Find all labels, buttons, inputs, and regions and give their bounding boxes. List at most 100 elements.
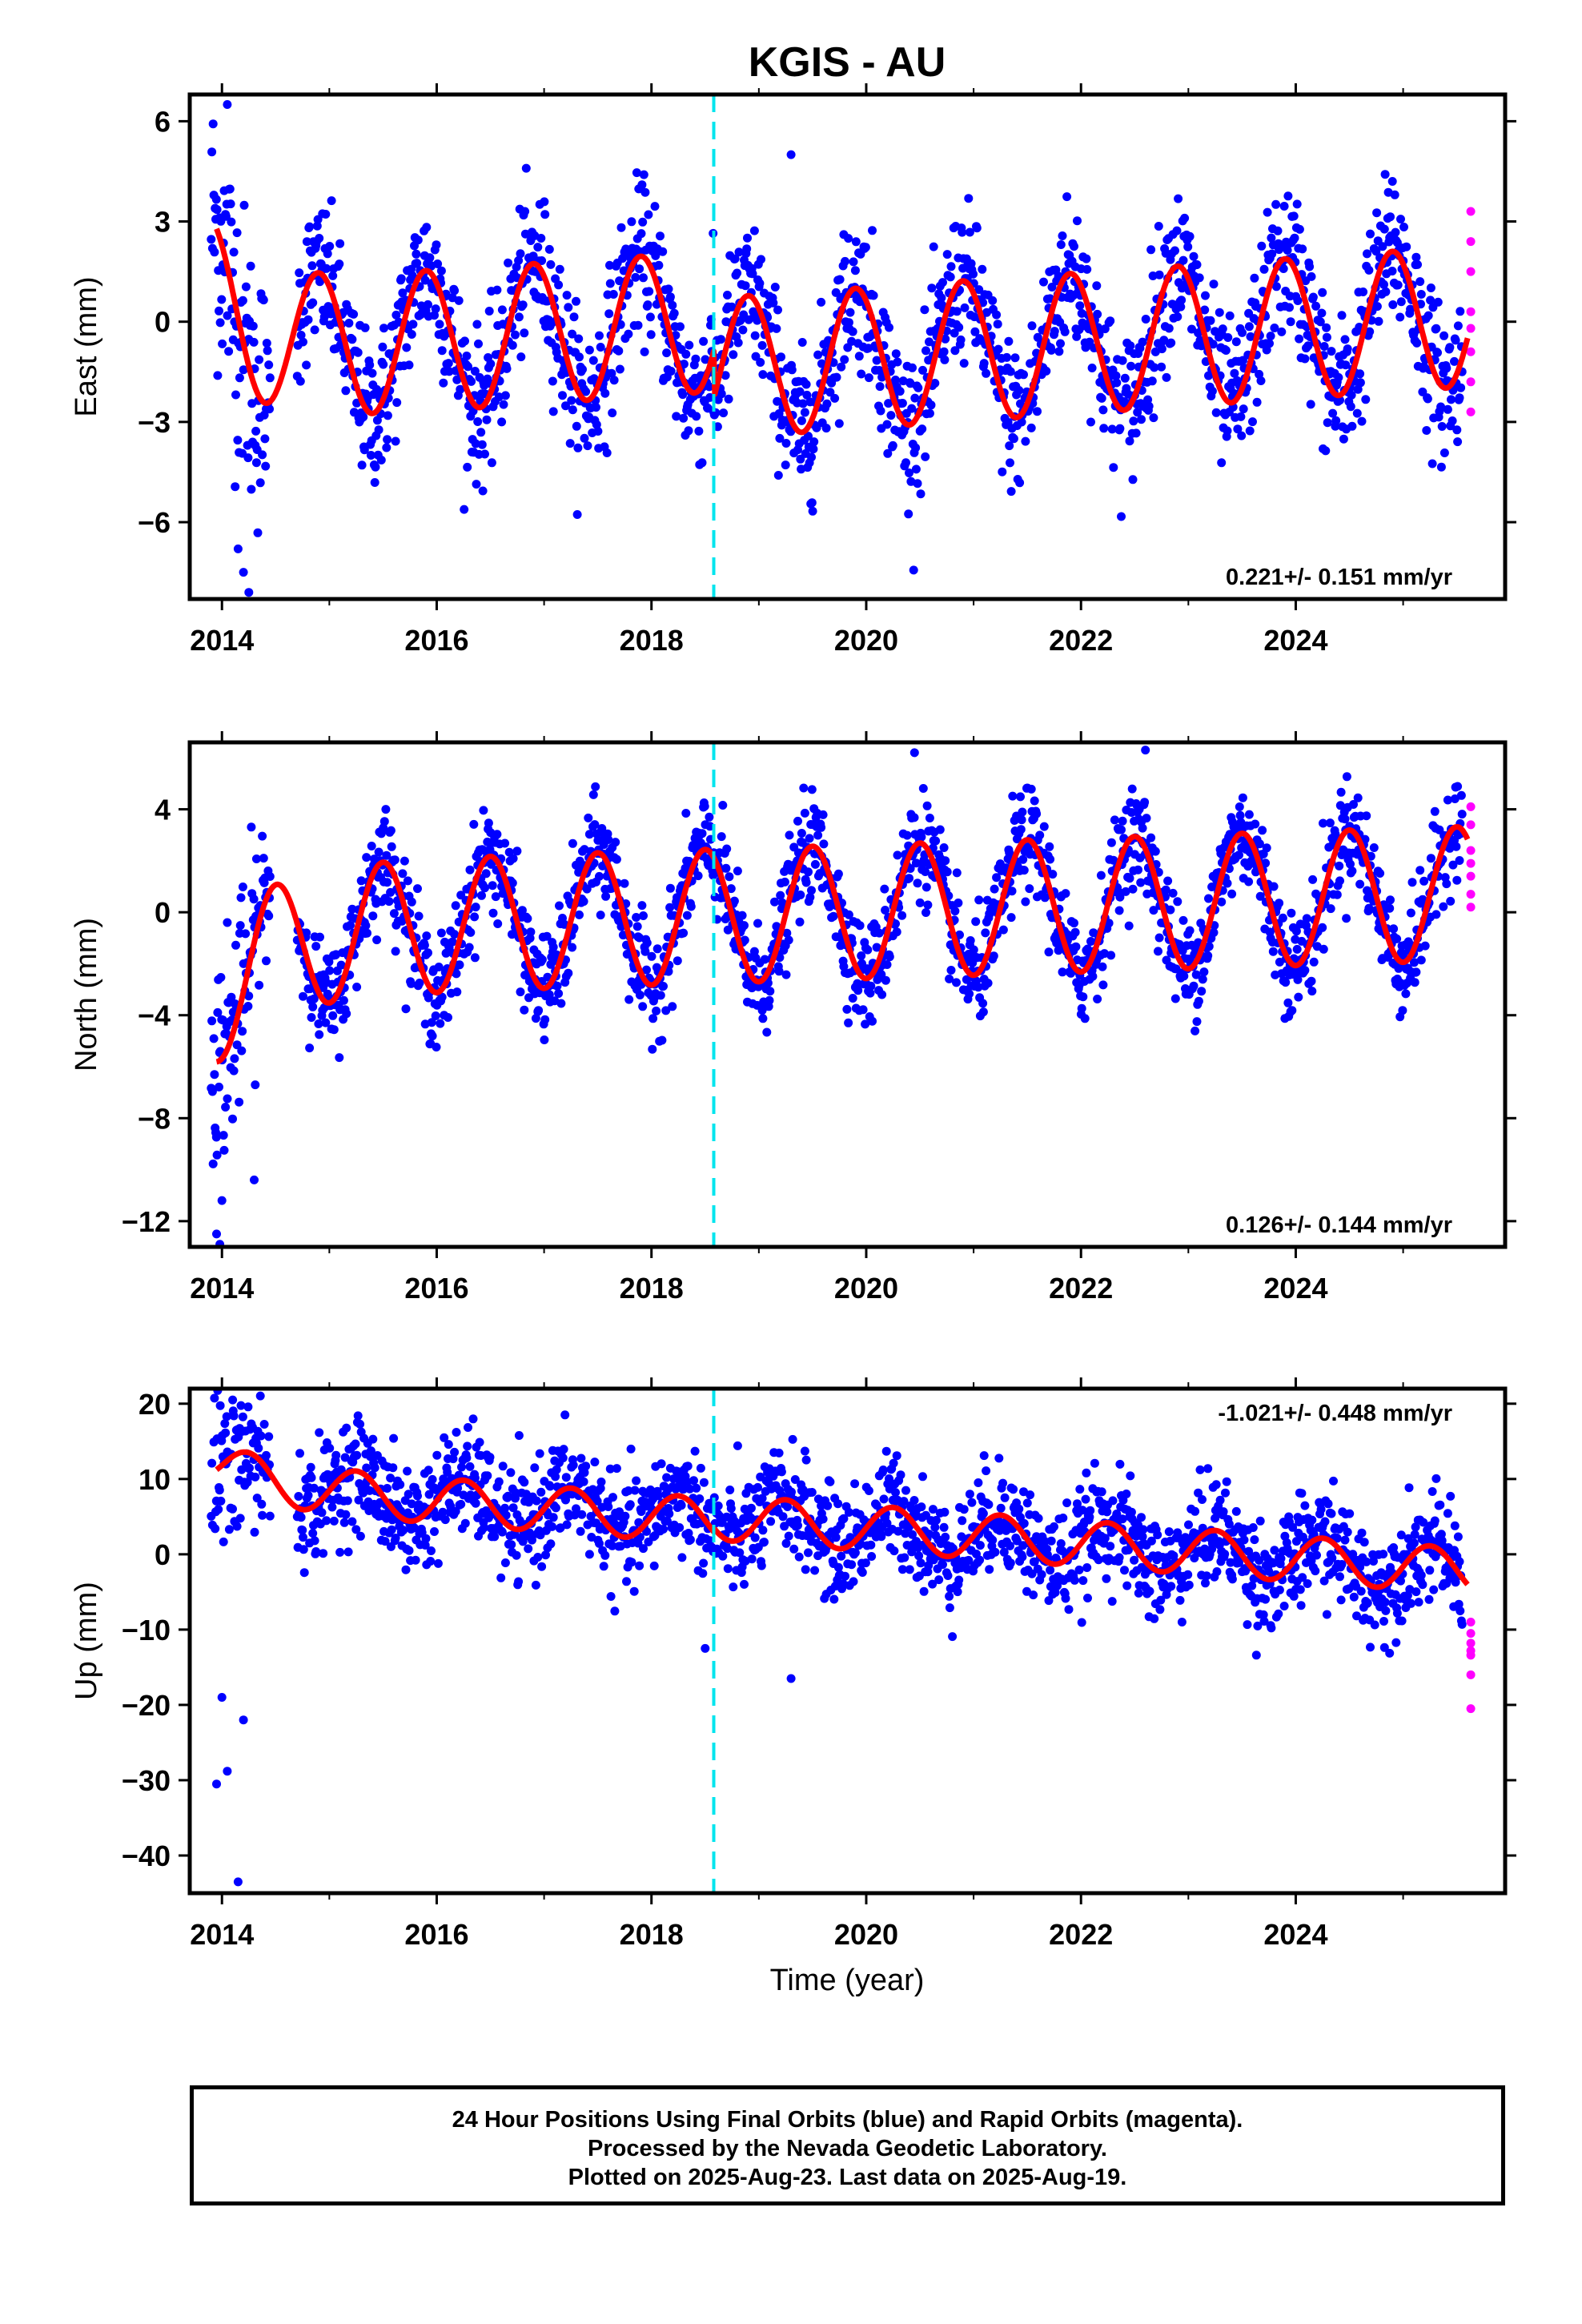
final-orbit-point — [823, 1501, 833, 1510]
final-orbit-point — [834, 419, 844, 428]
final-orbit-point — [579, 897, 588, 907]
final-orbit-point — [253, 528, 263, 537]
final-orbit-point — [807, 1488, 817, 1497]
final-orbit-point — [1019, 866, 1029, 875]
final-orbit-point — [372, 416, 382, 425]
final-orbit-point — [216, 1496, 226, 1506]
x-tick-label: 2014 — [190, 1272, 254, 1305]
final-orbit-point — [464, 1423, 472, 1432]
final-orbit-point — [1321, 446, 1331, 456]
final-orbit-point — [699, 336, 709, 346]
final-orbit-point — [810, 859, 820, 869]
final-orbit-point — [880, 884, 889, 894]
final-orbit-point — [952, 868, 962, 878]
final-orbit-point — [1360, 834, 1370, 844]
final-orbit-point — [840, 355, 849, 364]
final-orbit-point — [420, 940, 429, 950]
final-orbit-point — [533, 1553, 543, 1562]
final-orbit-point — [544, 244, 554, 254]
final-orbit-point — [921, 883, 931, 892]
final-orbit-point — [867, 1552, 877, 1561]
final-orbit-point — [1426, 283, 1435, 292]
final-orbit-point — [464, 943, 474, 952]
final-orbit-point — [911, 858, 921, 868]
final-orbit-point — [221, 1103, 231, 1112]
final-orbit-point — [690, 1446, 700, 1456]
final-orbit-point — [800, 1446, 809, 1456]
final-orbit-point — [1173, 312, 1182, 321]
final-orbit-point — [342, 1423, 351, 1433]
final-orbit-point — [1204, 894, 1213, 903]
final-orbit-point — [945, 974, 954, 983]
final-orbit-point — [520, 207, 530, 216]
final-orbit-point — [1178, 915, 1188, 925]
final-orbit-point — [546, 959, 556, 969]
final-orbit-point — [1259, 264, 1269, 274]
rapid-orbit-point — [1466, 820, 1476, 830]
final-orbit-point — [306, 1462, 315, 1472]
final-orbit-point — [889, 1458, 898, 1468]
final-orbit-point — [347, 335, 357, 344]
final-orbit-point — [689, 1476, 698, 1486]
final-orbit-point — [576, 1526, 585, 1536]
x-tick-label: 2022 — [1049, 1272, 1113, 1305]
rapid-orbit-point — [1466, 802, 1476, 811]
final-orbit-point — [861, 243, 870, 252]
final-orbit-point — [1098, 962, 1107, 971]
final-orbit-point — [1374, 316, 1383, 326]
final-orbit-point — [809, 444, 818, 454]
final-orbit-point — [229, 247, 239, 257]
final-orbit-point — [638, 217, 648, 227]
final-orbit-point — [413, 884, 422, 894]
final-orbit-point — [470, 1474, 480, 1483]
final-orbit-point — [353, 348, 363, 357]
final-orbit-point — [904, 509, 913, 519]
rapid-orbit-point — [1466, 903, 1476, 912]
final-orbit-point — [531, 1580, 540, 1590]
final-orbit-point — [490, 1532, 500, 1542]
final-orbit-point — [546, 259, 556, 269]
final-orbit-point — [1412, 338, 1422, 348]
final-orbit-point — [868, 1016, 877, 1026]
final-orbit-point — [1415, 277, 1425, 287]
final-orbit-point — [705, 822, 715, 831]
x-tick-label: 2020 — [834, 624, 898, 657]
final-orbit-point — [1039, 277, 1048, 287]
final-orbit-point — [1258, 826, 1267, 835]
final-orbit-point — [668, 1002, 677, 1011]
final-orbit-point — [1129, 416, 1138, 426]
final-orbit-point — [211, 1524, 220, 1534]
final-orbit-point — [624, 995, 634, 1004]
final-orbit-point — [382, 850, 391, 860]
final-orbit-point — [218, 339, 227, 348]
final-orbit-point — [428, 1474, 437, 1484]
final-orbit-point — [265, 404, 274, 414]
final-orbit-point — [796, 891, 805, 899]
final-orbit-point — [354, 1495, 363, 1505]
final-orbit-point — [568, 943, 577, 952]
final-orbit-point — [807, 785, 817, 794]
rapid-orbit-point — [1466, 324, 1476, 333]
final-orbit-point — [296, 1513, 306, 1522]
final-orbit-point — [471, 1498, 480, 1508]
final-orbit-point — [1114, 906, 1124, 915]
final-orbit-point — [521, 163, 531, 173]
final-orbit-point — [1326, 904, 1335, 914]
final-orbit-point — [1206, 316, 1215, 325]
final-orbit-point — [725, 1486, 735, 1494]
final-orbit-point — [212, 1150, 222, 1160]
x-tick-label: 2014 — [190, 1918, 254, 1951]
final-orbit-point — [1204, 942, 1214, 951]
final-orbit-point — [312, 221, 322, 231]
final-orbit-point — [1236, 412, 1246, 421]
final-orbit-point — [1007, 887, 1017, 896]
final-orbit-point — [1291, 927, 1301, 936]
final-orbit-point — [679, 360, 689, 369]
final-orbit-point — [1131, 428, 1141, 438]
final-orbit-point — [833, 869, 843, 879]
final-orbit-point — [697, 829, 707, 838]
y-tick-label: 10 — [139, 1463, 171, 1496]
final-orbit-point — [1126, 341, 1135, 351]
final-orbit-point — [1235, 850, 1243, 860]
final-orbit-point — [1087, 364, 1097, 372]
